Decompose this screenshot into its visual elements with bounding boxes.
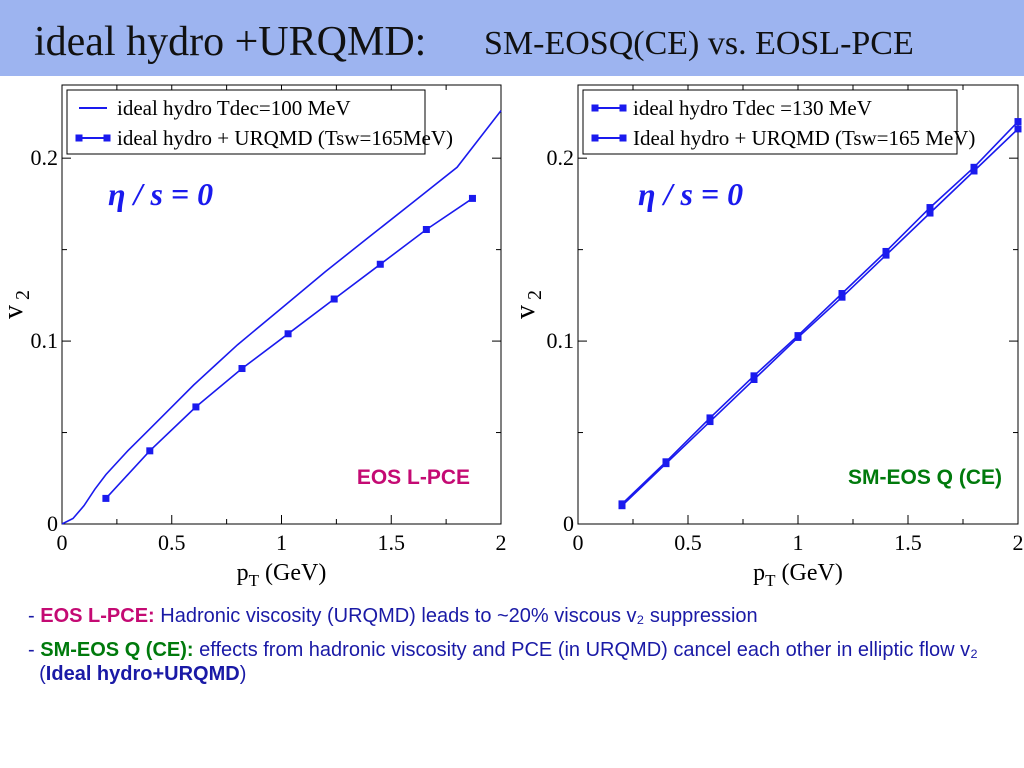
bullet-text-sm-eosq: effects from hadronic viscosity and PCE … [199, 639, 978, 661]
legend-label: ideal hydro Tdec =130 MeV [633, 96, 872, 120]
x-tick-label: 0 [57, 530, 68, 555]
slide-title: ideal hydro +URQMD: [34, 19, 427, 65]
legend-label: ideal hydro + URQMD (Tsw=165MeV) [117, 126, 453, 150]
bullet-dash: - [28, 605, 35, 627]
y-tick-label: 0.1 [547, 328, 575, 353]
x-tick-label: 2 [496, 530, 507, 555]
series-line-1 [61, 110, 502, 525]
series-2-point [970, 167, 978, 175]
x-tick-label: 1.5 [378, 530, 406, 555]
bullet-list: - EOS L-PCE: Hadronic viscosity (URQMD) … [28, 604, 1008, 696]
x-tick-label: 0 [573, 530, 584, 555]
bullet-paren-close: ) [239, 663, 247, 685]
bullet-sm-eosq: - SM-EOS Q (CE): effects from hadronic v… [28, 638, 1008, 686]
title-bar: ideal hydro +URQMD: SM-EOSQ(CE) vs. EOSL… [0, 0, 1024, 76]
series-2-point [284, 330, 292, 338]
legend-swatch-marker [619, 104, 627, 112]
bullet-paren-label: Ideal hydro+URQMD [45, 663, 240, 685]
bullet-paren-open: ( [39, 663, 46, 685]
x-tick-label: 2 [1013, 530, 1024, 555]
series-line-2 [105, 197, 473, 499]
series-1-point [706, 414, 714, 422]
series-2-point [838, 293, 846, 301]
eta-over-s-annotation: η / s = 0 [108, 176, 213, 212]
series-2-point [750, 375, 758, 383]
y-axis-label: v 2 [0, 290, 34, 319]
legend-label: ideal hydro Tdec=100 MeV [117, 96, 351, 120]
series-2-point [238, 365, 246, 373]
series-2-point [794, 333, 802, 341]
series-1-point [926, 204, 934, 212]
y-tick-label: 0.1 [31, 328, 59, 353]
series-1-point [1014, 118, 1022, 126]
legend-label: Ideal hydro + URQMD (Tsw=165 MeV) [633, 126, 975, 150]
series-1-point [882, 247, 890, 255]
eos-annotation: EOS L-PCE [357, 466, 470, 489]
x-tick-label: 1 [276, 530, 287, 555]
chart-eos-lpce: 0 0.5 1 1.5 2 0 0.1 0.2 pT (GeV) v 2 ideal hydro T… [0, 84, 507, 590]
chart-sm-eosq: 0 0.5 1 1.5 2 0 0.1 0.2 pT (GeV) v 2 ideal hydro T… [512, 84, 1024, 590]
x-tick-label: 0.5 [158, 530, 186, 555]
y-tick-label: 0.2 [31, 145, 59, 170]
bullet-label-eos-lpce: EOS L-PCE: [40, 605, 155, 627]
x-tick-label: 1 [793, 530, 804, 555]
x-tick-label: 0.5 [674, 530, 702, 555]
x-axis-label: pT (GeV) [237, 560, 327, 590]
y-tick-label: 0.2 [547, 145, 575, 170]
x-axis-label: pT (GeV) [753, 560, 843, 590]
series-2-point [1014, 125, 1022, 133]
series-2-point [192, 403, 200, 411]
bullet-dash: - [28, 639, 35, 661]
series-line-1 [621, 121, 1019, 505]
series-2-point [330, 295, 338, 303]
bullet-text-eos-lpce: Hadronic viscosity (URQMD) leads to ~20%… [160, 605, 758, 627]
eos-annotation: SM-EOS Q (CE) [848, 466, 1002, 489]
y-tick-label: 0 [47, 511, 58, 536]
series-1-point [838, 290, 846, 298]
legend-swatch-marker [591, 104, 599, 112]
legend-box [582, 89, 958, 155]
series-2-point [146, 447, 154, 455]
series-1-point [750, 372, 758, 380]
series-2-point [376, 260, 384, 268]
series-1-point [970, 163, 978, 171]
bullet-eos-lpce: - EOS L-PCE: Hadronic viscosity (URQMD) … [28, 604, 1008, 628]
eta-over-s-annotation: η / s = 0 [638, 176, 743, 212]
y-tick-label: 0 [563, 511, 574, 536]
series-2-point [706, 418, 714, 426]
series-2-point [618, 502, 626, 510]
y-axis-label: v 2 [512, 290, 546, 319]
legend-swatch-marker [591, 134, 599, 142]
legend-swatch-marker [103, 134, 111, 142]
series-2-point [926, 209, 934, 217]
x-tick-label: 1.5 [894, 530, 922, 555]
series-2-point [468, 194, 476, 202]
series-line-2 [621, 128, 1019, 507]
series-2-point [102, 494, 110, 502]
series-2-point [882, 251, 890, 259]
series-2-point [662, 460, 670, 468]
slide-subtitle: SM-EOSQ(CE) vs. EOSL-PCE [484, 25, 914, 62]
legend-swatch-marker [75, 134, 83, 142]
legend-swatch-marker [619, 134, 627, 142]
legend-box [66, 89, 426, 155]
bullet-label-sm-eosq: SM-EOS Q (CE): [40, 639, 194, 661]
series-2-point [422, 226, 430, 234]
